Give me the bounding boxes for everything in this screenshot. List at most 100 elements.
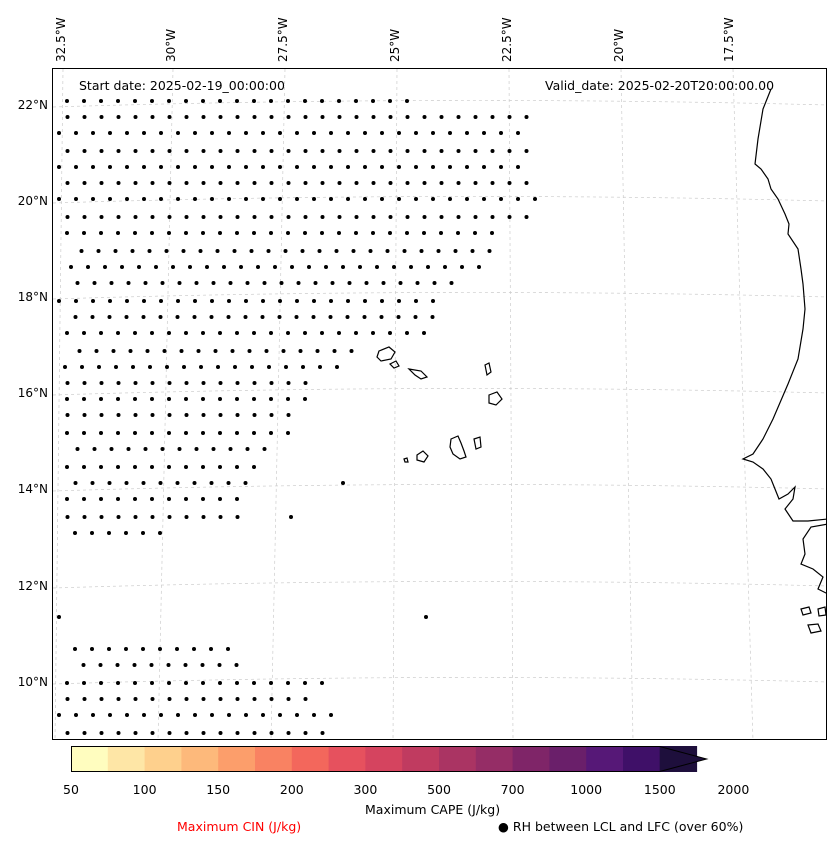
rh-dot xyxy=(65,497,69,501)
rh-dot xyxy=(277,315,282,319)
rh-dot xyxy=(402,249,407,253)
rh-dot xyxy=(303,231,307,235)
longitude-label: 32.5°W xyxy=(54,17,68,62)
rh-dot xyxy=(320,681,324,685)
rh-dot xyxy=(133,231,137,235)
rh-dot xyxy=(201,149,206,153)
rh-dot xyxy=(201,181,206,185)
rh-dot xyxy=(116,397,120,401)
rh-dot xyxy=(230,349,235,353)
longitude-label: 25°W xyxy=(388,28,402,62)
rh-dot xyxy=(90,531,94,535)
rh-dot xyxy=(73,315,78,319)
rh-dot xyxy=(235,331,239,335)
rh-dot xyxy=(175,647,179,651)
rh-dot xyxy=(82,681,86,685)
rh-dot xyxy=(371,231,375,235)
map-canvas xyxy=(53,69,826,739)
rh-dot xyxy=(227,131,231,135)
rh-dot xyxy=(335,365,339,369)
rh-dot xyxy=(252,231,256,235)
rh-dot xyxy=(218,215,223,219)
rh-dot xyxy=(235,515,240,519)
rh-dot xyxy=(284,365,288,369)
rh-dot xyxy=(184,181,189,185)
rh-dot xyxy=(209,481,214,485)
colorbar-tick-label: 50 xyxy=(63,782,79,797)
rh-dot xyxy=(252,99,256,103)
rh-dot xyxy=(184,731,189,735)
rh-dot xyxy=(354,215,359,219)
rh-dot xyxy=(430,315,435,319)
rh-dot xyxy=(261,165,265,169)
rh-dot xyxy=(184,331,188,335)
rh-dot xyxy=(233,365,237,369)
rh-dot xyxy=(303,397,307,401)
rh-dot xyxy=(57,299,61,303)
rh-dot xyxy=(124,647,128,651)
rh-dot xyxy=(126,281,131,285)
longitude-label: 27.5°W xyxy=(276,17,290,62)
rh-dot xyxy=(116,413,121,417)
rh-dot xyxy=(235,497,239,501)
rh-dot xyxy=(324,265,328,269)
rh-dot xyxy=(235,413,240,417)
rh-dot xyxy=(473,215,478,219)
rh-dot xyxy=(507,115,512,119)
rh-dot xyxy=(329,165,333,169)
rh-dot xyxy=(264,349,269,353)
rh-dot xyxy=(252,181,257,185)
rh-dot xyxy=(63,365,67,369)
rh-dot xyxy=(201,397,205,401)
rh-dot xyxy=(116,497,120,501)
rh-dot xyxy=(193,165,197,169)
sao-vicente-island xyxy=(388,360,400,369)
rh-dot xyxy=(193,713,197,717)
rh-dot xyxy=(439,149,444,153)
rh-dot xyxy=(158,647,162,651)
rh-dot xyxy=(371,181,376,185)
rh-dot xyxy=(142,165,146,169)
rh-dot xyxy=(252,115,257,119)
rh-dot xyxy=(160,447,165,451)
rh-dot xyxy=(116,181,121,185)
rh-dot xyxy=(150,731,155,735)
rh-dot xyxy=(320,181,325,185)
colorbar-segment xyxy=(439,746,477,772)
rh-dot xyxy=(141,315,146,319)
rh-dot xyxy=(334,249,339,253)
colorbar-tick-label: 200 xyxy=(279,782,304,797)
colorbar-segment xyxy=(623,746,661,772)
valid-date-text: Valid_date: 2025-02-20T20:00:00.00 xyxy=(545,78,775,93)
rh-dot xyxy=(358,265,362,269)
rh-dot xyxy=(283,249,288,253)
rh-dot xyxy=(226,647,230,651)
rh-dot xyxy=(96,249,101,253)
rh-dot xyxy=(107,481,112,485)
rh-dot xyxy=(303,99,307,103)
rh-dot xyxy=(198,249,203,253)
colorbar-tick-label: 100 xyxy=(132,782,157,797)
rh-dot xyxy=(150,697,155,701)
latitude-label: 14°N xyxy=(17,482,48,496)
rh-dot xyxy=(405,99,409,103)
rh-dot xyxy=(114,365,118,369)
rh-dot xyxy=(99,431,103,435)
rh-dot xyxy=(162,349,167,353)
rh-dot xyxy=(80,365,84,369)
rh-dot xyxy=(286,149,291,153)
rh-dot xyxy=(167,497,171,501)
rh-dot xyxy=(235,181,240,185)
rh-dot xyxy=(269,331,273,335)
rh-dot xyxy=(57,165,61,169)
rh-dot xyxy=(448,131,452,135)
rh-dot xyxy=(167,413,172,417)
rh-dot xyxy=(419,249,424,253)
rh-dot xyxy=(65,381,70,385)
rh-dot xyxy=(380,165,384,169)
rh-dot xyxy=(133,181,138,185)
rh-dot xyxy=(385,249,390,253)
rh-dot xyxy=(75,447,80,451)
rh-dot xyxy=(107,531,111,535)
rh-dot xyxy=(90,315,95,319)
